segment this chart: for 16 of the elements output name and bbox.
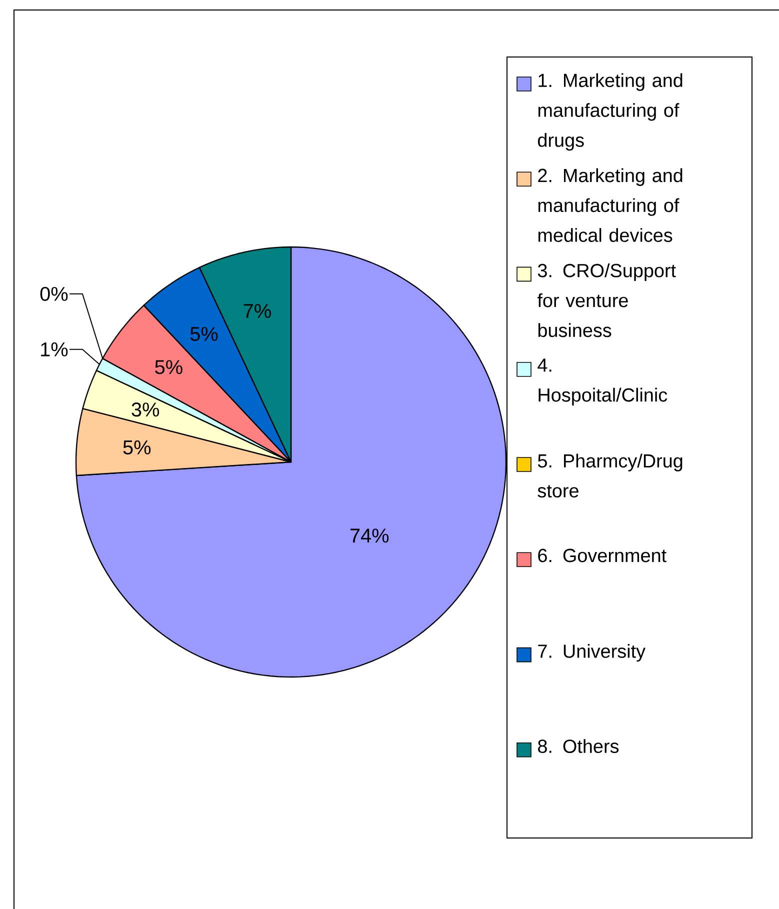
legend-label: 3. CRO/Support for venture business [537,263,676,338]
legend-label: 2. Marketing and manufacturing of medical devices [538,168,682,242]
data-label: 5% [190,326,218,341]
data-label: 3% [132,402,160,417]
text: 0% [40,286,68,301]
legend-label: 6. Government [538,548,666,562]
legend-label: 1. Marketing and manufacturing of drugs [538,73,682,151]
legend-label: 8. Others [538,739,619,754]
legend-label: 7. University [538,644,646,662]
data-label: 74% [350,528,389,543]
legend-label: 5. Pharmcy/Drug store [538,454,682,498]
data-label: 1% [41,342,68,356]
legend-label: 4. Hospoital/Clinic [538,358,668,406]
data-label: 7% [244,304,271,318]
data-label: 5% [123,440,151,454]
data-label: 5% [155,360,182,374]
